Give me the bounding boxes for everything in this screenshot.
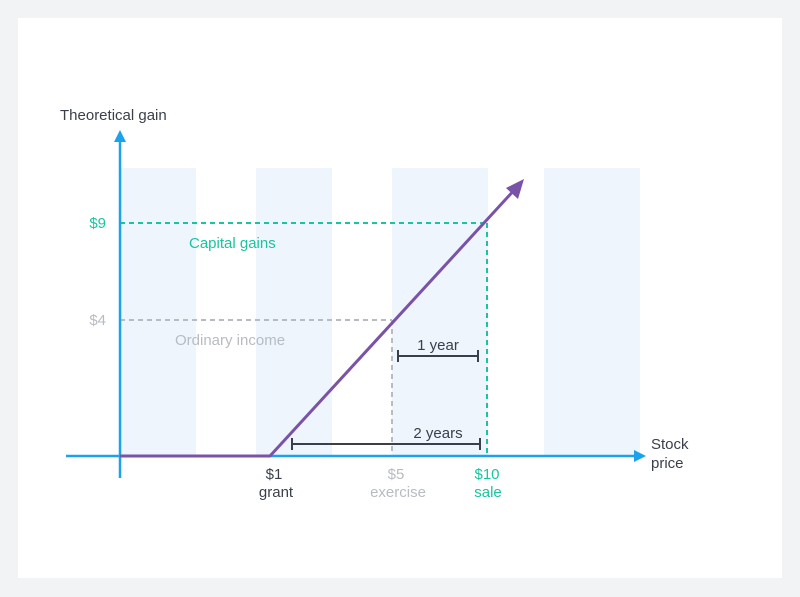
gain-line-arrow-icon <box>506 179 524 199</box>
y-tick-4: $4 <box>89 312 106 329</box>
gain-line <box>120 185 519 458</box>
ordinary-income-label: Ordinary income <box>175 332 285 349</box>
background-band <box>256 168 332 456</box>
background-band <box>120 168 196 456</box>
y-tick-9: $9 <box>89 215 106 232</box>
x-tick-5-value: $5 <box>388 466 405 483</box>
capital-gains-label: Capital gains <box>189 235 276 252</box>
x-tick-5-caption: exercise <box>370 484 426 501</box>
x-axis-arrow-icon <box>634 450 646 462</box>
y-axis-arrow-icon <box>114 130 126 142</box>
x-tick-10-caption: sale <box>474 484 502 501</box>
x-tick-10-value: $10 <box>474 466 499 483</box>
two-years-bracket <box>291 438 481 450</box>
y-axis-title: Theoretical gain <box>60 107 167 124</box>
x-tick-1-value: $1 <box>266 466 283 483</box>
one-year-label: 1 year <box>417 337 459 354</box>
x-axis-title-line2: price <box>651 455 684 472</box>
one-year-bracket <box>397 350 479 362</box>
two-years-label: 2 years <box>413 425 462 442</box>
x-tick-1-caption: grant <box>259 484 294 501</box>
x-axis-title-line1: Stock <box>651 436 689 453</box>
background-band <box>544 168 640 456</box>
background-band <box>392 168 488 456</box>
